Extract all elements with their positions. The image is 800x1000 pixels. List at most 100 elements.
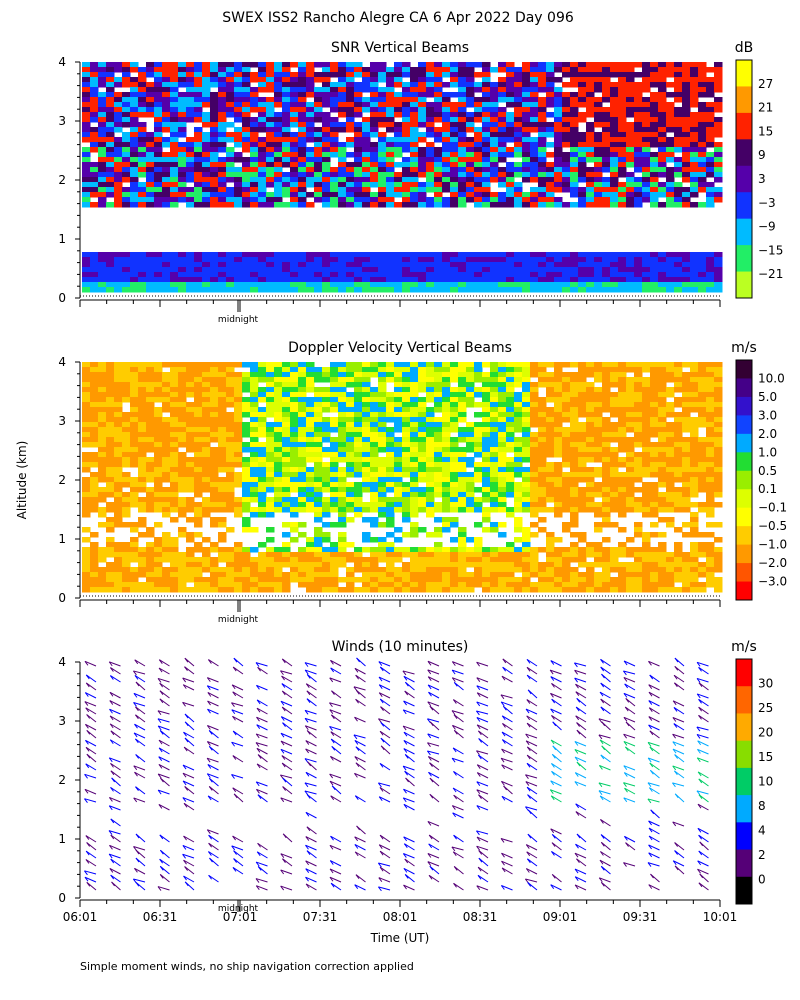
heatmap-cell (258, 572, 267, 578)
heatmap-cell (194, 562, 203, 568)
heatmap-cell (634, 92, 643, 98)
heatmap-cell (362, 102, 371, 108)
heatmap-cell (346, 172, 355, 178)
heatmap-cell (330, 417, 339, 423)
heatmap-cell (242, 487, 251, 493)
heatmap-cell (506, 382, 515, 388)
heatmap-cell (450, 547, 459, 553)
heatmap-cell (298, 252, 307, 258)
heatmap-cell (114, 287, 123, 293)
heatmap-cell (82, 437, 91, 443)
heatmap-cell (90, 572, 99, 578)
heatmap-cell (218, 467, 227, 473)
heatmap-cell (498, 547, 507, 553)
heatmap-cell (90, 487, 99, 493)
heatmap-cell (498, 197, 507, 203)
heatmap-cell (482, 547, 491, 553)
heatmap-cell (290, 257, 299, 263)
heatmap-cell (362, 377, 371, 383)
heatmap-cell (162, 112, 171, 118)
heatmap-cell (90, 482, 99, 488)
heatmap-cell (482, 287, 491, 293)
heatmap-cell (514, 147, 523, 153)
heatmap-cell (434, 457, 443, 463)
heatmap-cell (330, 452, 339, 458)
heatmap-cell (226, 367, 235, 373)
heatmap-cell (346, 152, 355, 158)
heatmap-cell (338, 102, 347, 108)
heatmap-cell (82, 277, 91, 283)
heatmap-cell (386, 402, 395, 408)
heatmap-cell (570, 162, 579, 168)
heatmap-cell (202, 462, 211, 468)
heatmap-cell (338, 497, 347, 503)
heatmap-cell (370, 72, 379, 78)
heatmap-cell (322, 287, 331, 293)
heatmap-cell (354, 507, 363, 513)
heatmap-cell (698, 202, 707, 208)
heatmap-cell (658, 87, 667, 93)
heatmap-cell (442, 417, 451, 423)
heatmap-cell (346, 82, 355, 88)
heatmap-cell (354, 492, 363, 498)
heatmap-cell (458, 102, 467, 108)
heatmap-cell (506, 402, 515, 408)
heatmap-cell (162, 62, 171, 68)
heatmap-cell (314, 562, 323, 568)
heatmap-cell (274, 507, 283, 513)
heatmap-cell (386, 577, 395, 583)
heatmap-cell (378, 412, 387, 418)
heatmap-cell (138, 82, 147, 88)
heatmap-cell (98, 177, 107, 183)
heatmap-cell (314, 187, 323, 193)
heatmap-cell (338, 282, 347, 288)
heatmap-cell (650, 272, 659, 278)
heatmap-cell (354, 452, 363, 458)
heatmap-cell (130, 587, 139, 593)
heatmap-cell (146, 562, 155, 568)
heatmap-cell (482, 412, 491, 418)
heatmap-cell (314, 162, 323, 168)
heatmap-cell (506, 82, 515, 88)
heatmap-cell (522, 152, 531, 158)
heatmap-cell (618, 192, 627, 198)
heatmap-cell (290, 177, 299, 183)
heatmap-cell (498, 122, 507, 128)
heatmap-cell (330, 197, 339, 203)
heatmap-cell (194, 457, 203, 463)
heatmap-cell (290, 507, 299, 513)
heatmap-cell (402, 407, 411, 413)
heatmap-cell (418, 567, 427, 573)
heatmap-cell (434, 262, 443, 268)
heatmap-cell (114, 67, 123, 73)
heatmap-cell (194, 467, 203, 473)
heatmap-cell (210, 432, 219, 438)
heatmap-cell (346, 472, 355, 478)
heatmap-cell (242, 167, 251, 173)
heatmap-cell (226, 122, 235, 128)
heatmap-cell (674, 257, 683, 263)
heatmap-cell (418, 547, 427, 553)
heatmap-cell (130, 407, 139, 413)
heatmap-cell (226, 262, 235, 268)
heatmap-cell (562, 72, 571, 78)
heatmap-cell (642, 157, 651, 163)
heatmap-cell (202, 582, 211, 588)
heatmap-cell (290, 432, 299, 438)
heatmap-cell (354, 282, 363, 288)
heatmap-cell (154, 547, 163, 553)
heatmap-cell (282, 447, 291, 453)
heatmap-cell (370, 262, 379, 268)
heatmap-cell (434, 452, 443, 458)
heatmap-cell (682, 127, 691, 133)
heatmap-cell (442, 557, 451, 563)
heatmap-cell (146, 167, 155, 173)
heatmap-cell (386, 372, 395, 378)
heatmap-cell (338, 67, 347, 73)
heatmap-cell (514, 122, 523, 128)
heatmap-cell (482, 552, 491, 558)
heatmap-cell (362, 472, 371, 478)
heatmap-cell (458, 147, 467, 153)
heatmap-cell (610, 192, 619, 198)
heatmap-cell (466, 582, 475, 588)
